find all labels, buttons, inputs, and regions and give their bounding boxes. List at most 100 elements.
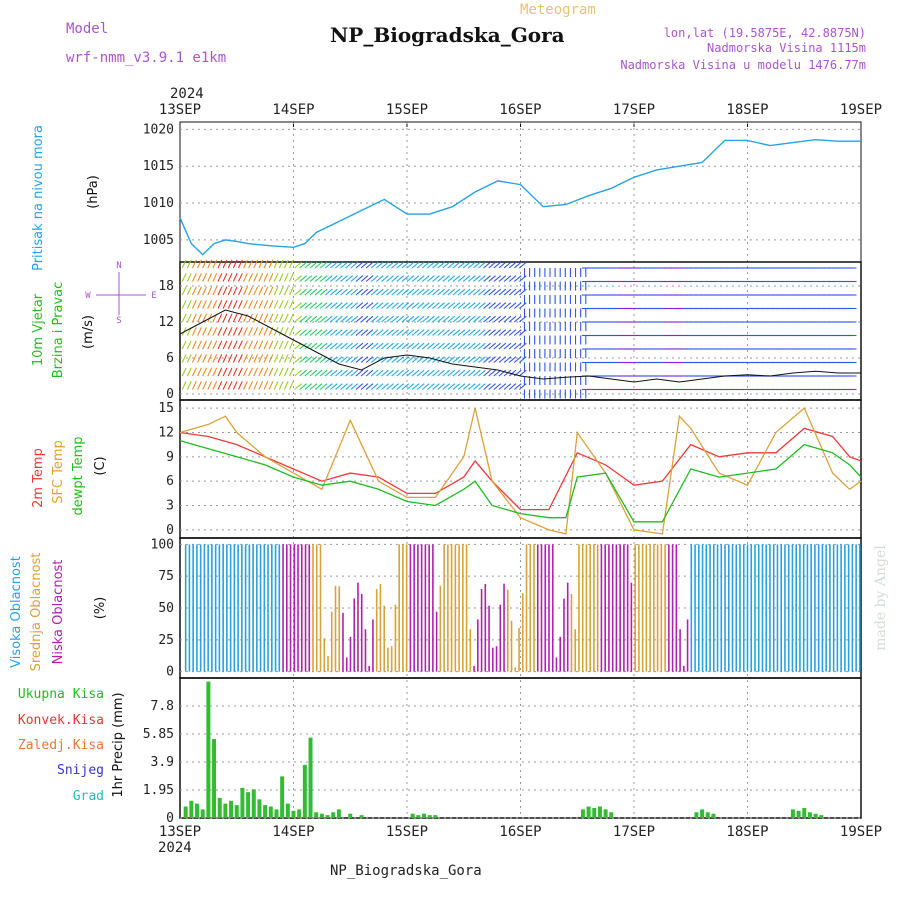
wind-barb: [207, 367, 213, 377]
wind-barb: [278, 367, 284, 377]
wind-barb: [503, 302, 512, 309]
wind-barb: [258, 300, 264, 309]
wind-barb: [197, 286, 202, 296]
wind-barb: [401, 288, 410, 296]
pressure-label: Pritisak na nivou mora: [31, 125, 46, 271]
wind-barb: [324, 356, 333, 363]
precip-bar: [223, 803, 228, 818]
wind-barb: [442, 329, 450, 336]
precip-bar: [308, 737, 313, 818]
wind-barb: [498, 275, 507, 282]
wind-barb: [508, 261, 517, 269]
time-label-top: 13SEP: [159, 102, 201, 118]
wind-barb: [319, 315, 328, 323]
credit-text: made by Angel: [873, 545, 889, 651]
wind-barb: [197, 340, 202, 350]
wind-barb: [207, 286, 213, 296]
wind-barb: [503, 261, 512, 269]
wind-barb: [243, 300, 248, 309]
wind-barb: [498, 383, 507, 390]
wind-barb: [370, 288, 379, 296]
wind-barb: [202, 313, 207, 323]
precip-bar: [297, 809, 302, 818]
wind-barb: [232, 327, 238, 336]
y-tick-label: 50: [158, 601, 174, 616]
wind-barb: [401, 261, 410, 269]
wind-barb: [478, 356, 486, 363]
wind-barb: [401, 315, 410, 323]
wind-barb: [452, 261, 461, 269]
wind-barb: [345, 356, 353, 363]
wind-barb: [278, 381, 284, 390]
wind-barb: [314, 342, 323, 350]
wind-barb: [212, 354, 218, 363]
wind-barb: [462, 302, 471, 309]
wind-barb: [493, 329, 502, 336]
wind-barb: [222, 354, 228, 363]
wind-barb: [381, 275, 389, 282]
precip-bar: [359, 815, 364, 818]
wind-barb: [462, 329, 471, 336]
wind-barb: [237, 327, 243, 336]
wind-barb: [381, 369, 389, 377]
wind-barb: [227, 367, 233, 377]
wind-barb: [421, 383, 430, 390]
wind-barb: [330, 315, 338, 323]
wind-barb: [258, 381, 264, 390]
wind-barb: [222, 313, 228, 323]
wind-barb: [478, 288, 486, 296]
wind-barb: [488, 356, 496, 363]
wind-barb: [248, 367, 253, 377]
wind-barb: [498, 329, 507, 336]
wind-barb: [432, 261, 440, 269]
wind-barb: [191, 381, 197, 390]
wind-barb: [416, 288, 425, 296]
wind-barb: [294, 315, 302, 323]
wind-barb: [227, 327, 233, 336]
wind-barb: [217, 286, 223, 296]
precip-bar: [592, 807, 597, 818]
wind-barb: [324, 329, 333, 336]
wind-barb: [406, 275, 415, 282]
wind-barb: [237, 354, 243, 363]
wind-barb: [355, 275, 364, 282]
wind-barb: [498, 261, 507, 269]
wind-barb: [207, 327, 213, 336]
wind-barb: [186, 354, 192, 363]
wind-barb: [416, 356, 425, 363]
precip-bar: [195, 803, 200, 818]
wind-barb: [304, 369, 313, 377]
wind-barb: [283, 340, 289, 350]
y-tick-label: 15: [158, 401, 174, 416]
wind-barb: [396, 288, 405, 296]
wind-barb: [498, 369, 507, 377]
wind-barb: [411, 369, 420, 377]
wind-barb: [309, 342, 318, 350]
precip-bar: [700, 809, 705, 818]
wind-barb: [467, 383, 476, 390]
precip-bar: [331, 812, 336, 818]
precip-bar: [268, 806, 273, 818]
cloud-unit: (%): [93, 597, 108, 620]
wind-barb: [478, 315, 486, 323]
precip-bar: [319, 813, 324, 818]
precip-bar: [263, 805, 268, 818]
wind-barb: [268, 259, 274, 269]
wind-barb: [508, 342, 517, 350]
wind-barb: [237, 286, 243, 296]
wind-barb: [478, 275, 486, 282]
wind-barb: [411, 329, 420, 336]
wind-barb: [263, 286, 269, 296]
wind-barb: [355, 315, 364, 323]
wind-barb: [335, 288, 343, 296]
precip-legend-snow: Snijeg: [57, 763, 104, 778]
wind-barb: [350, 342, 359, 350]
wind-barb: [330, 369, 338, 377]
wind-barb: [416, 329, 425, 336]
wind-barb: [217, 273, 223, 282]
wind-barb: [473, 275, 481, 282]
wind-barb: [493, 369, 502, 377]
precip-bar: [291, 810, 296, 818]
precip-bar: [217, 797, 222, 818]
wind-barb: [375, 369, 384, 377]
